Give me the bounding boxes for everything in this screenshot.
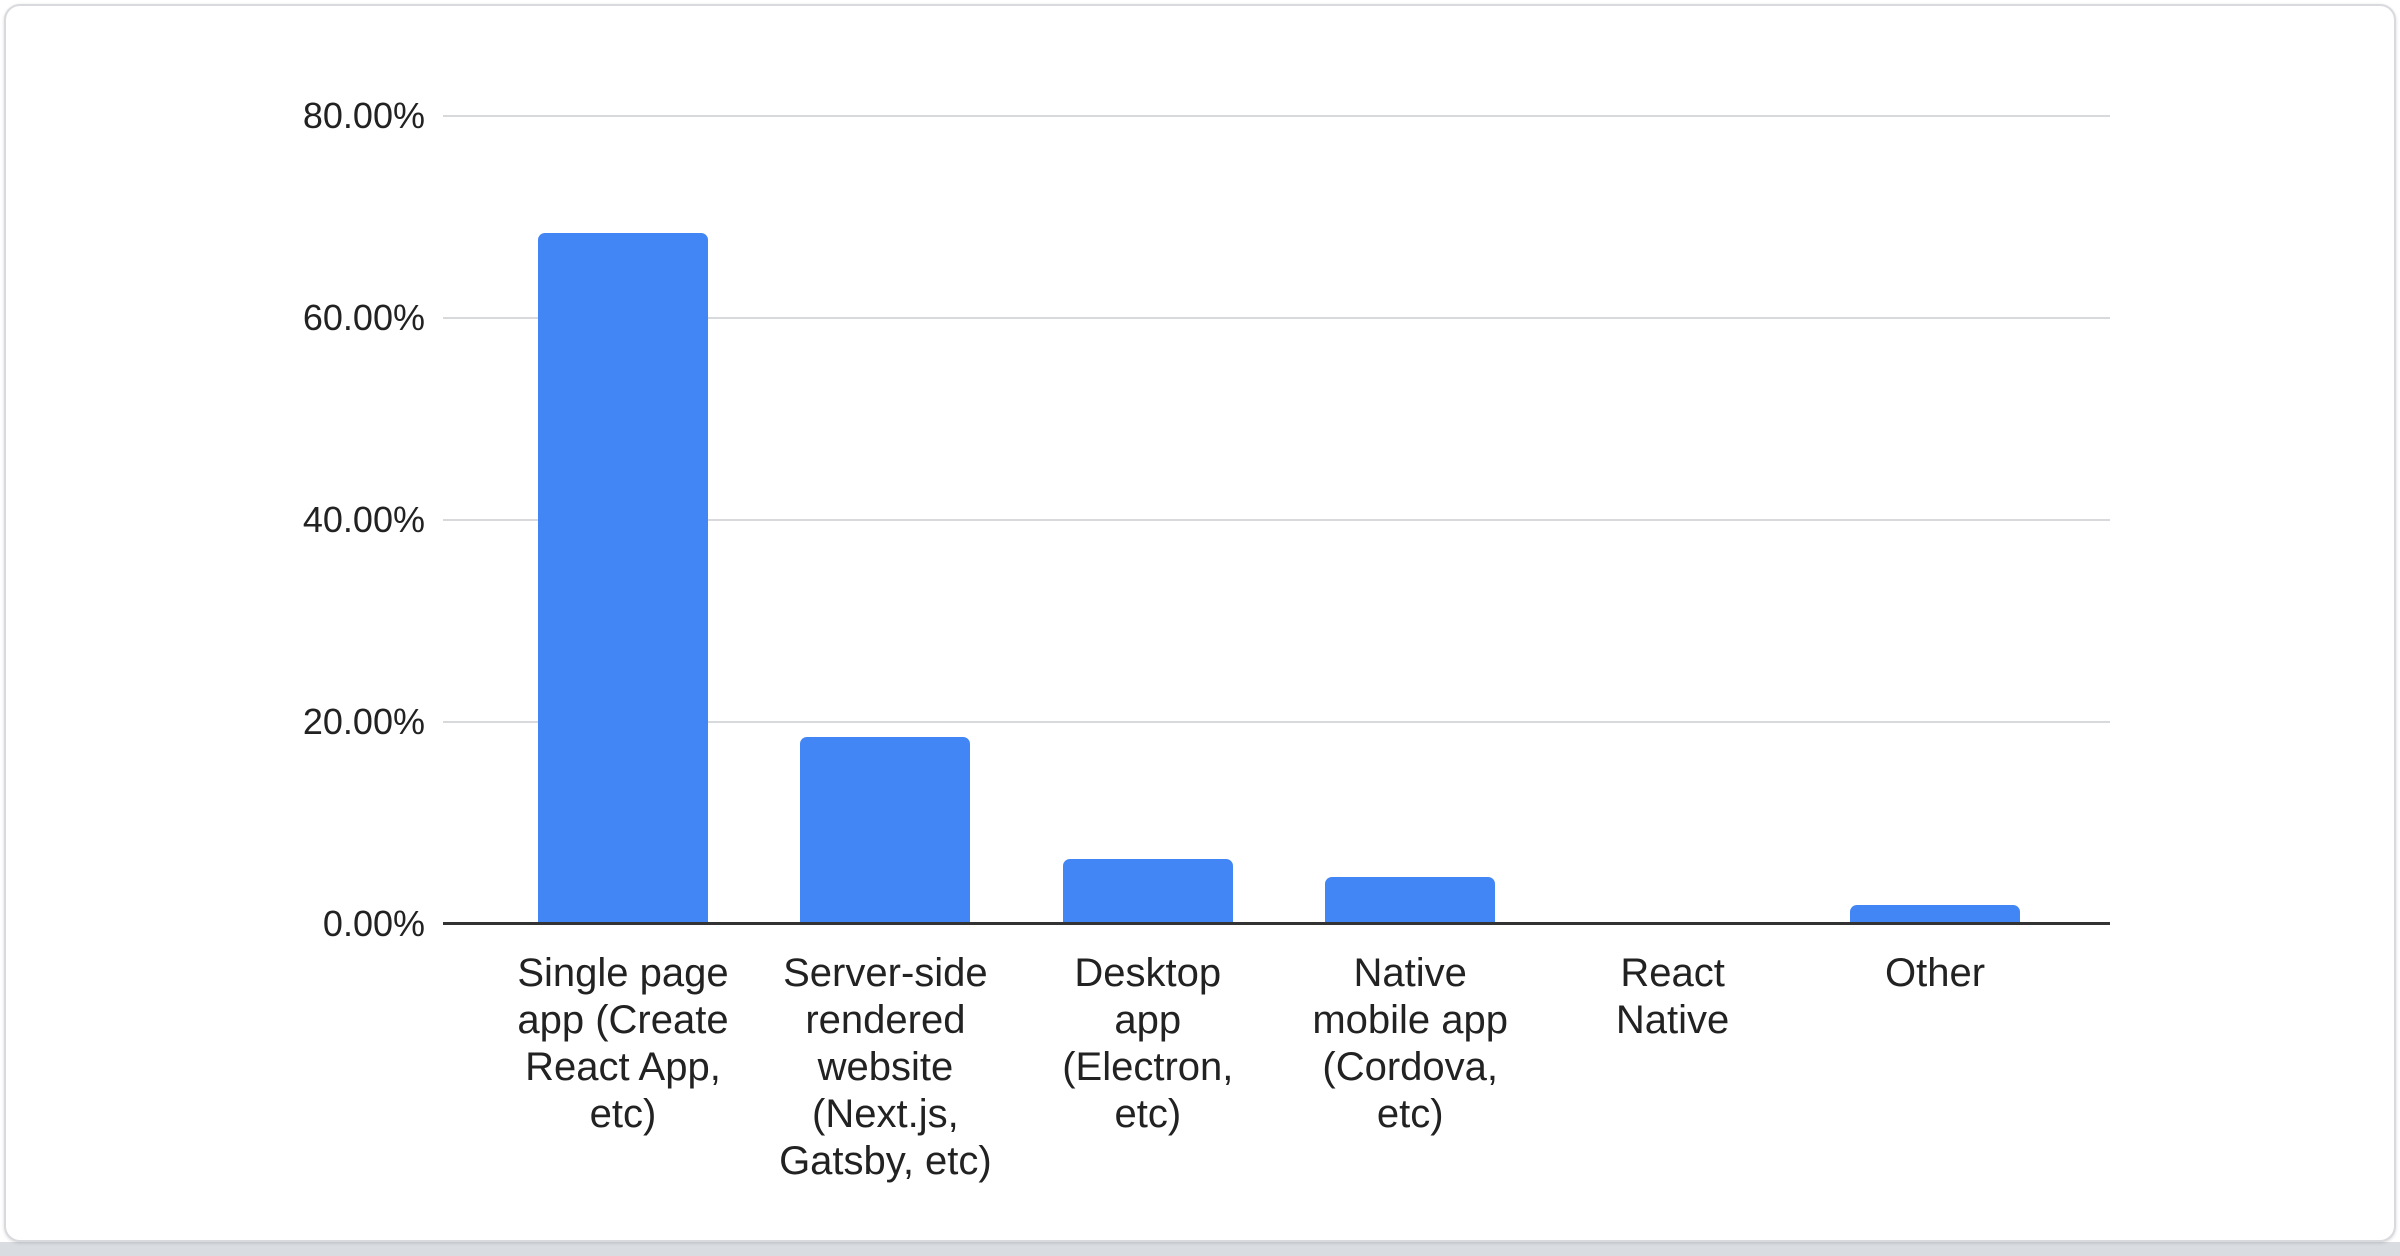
gridline-20 bbox=[443, 721, 2110, 723]
bar-other bbox=[1850, 904, 2020, 924]
y-tick-label-40: 40.00% bbox=[302, 499, 425, 540]
chart-card bbox=[4, 4, 2396, 1242]
x-axis-label-desktop-app-electron-etc: Desktop app (Electron, etc) bbox=[1062, 951, 1234, 1136]
gridline-60 bbox=[443, 317, 2110, 319]
bar-single-page-app-create-react-app-etc bbox=[538, 233, 708, 924]
x-axis-label-single-page-app-create-react-app-etc: Single page app (Create React App, etc) bbox=[517, 951, 729, 1136]
x-axis-line bbox=[443, 922, 2110, 925]
plot-area bbox=[443, 115, 2110, 925]
page-background-strip bbox=[0, 1242, 2400, 1256]
x-axis-label-server-side-rendered-website-next-js-gatsby-etc: Server-side rendered website (Next.js, G… bbox=[779, 951, 992, 1183]
gridline-40 bbox=[443, 519, 2110, 521]
y-tick-label-80: 80.00% bbox=[302, 95, 425, 136]
y-tick-label-20: 20.00% bbox=[302, 701, 425, 742]
y-tick-label-60: 60.00% bbox=[302, 297, 425, 338]
x-axis-label-react-native: React Native bbox=[1615, 951, 1730, 1042]
x-axis-label-native-mobile-app-cordova-etc: Native mobile app (Cordova, etc) bbox=[1312, 951, 1509, 1136]
x-axis-label-other: Other bbox=[1884, 951, 1986, 995]
y-tick-label-0: 0.00% bbox=[322, 903, 425, 944]
bar-server-side-rendered-website-next-js-gatsby-etc bbox=[800, 737, 971, 924]
bar-native-mobile-app-cordova-etc bbox=[1325, 876, 1496, 924]
bar-desktop-app-electron-etc bbox=[1062, 859, 1233, 924]
gridline-80 bbox=[443, 115, 2110, 117]
